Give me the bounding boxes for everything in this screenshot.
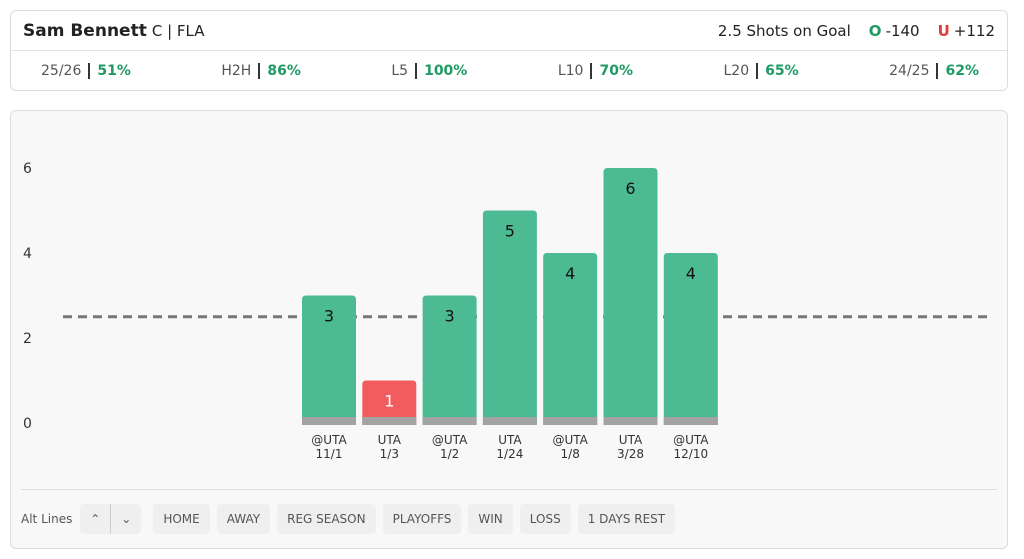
stat-label: H2H: [221, 62, 252, 79]
x-tick-label: UTA: [498, 433, 522, 447]
chart: 02463@UTA11/11UTA1/33@UTA1/25UTA1/244@UT…: [23, 161, 991, 461]
filter-button[interactable]: AWAY: [216, 504, 271, 534]
bar-value-label: 1: [384, 392, 394, 411]
filter-button[interactable]: REG SEASON: [277, 504, 376, 534]
stat-label: 24/25: [889, 62, 930, 79]
bar-value-label: 3: [445, 307, 455, 326]
bar: [543, 253, 598, 425]
x-tick-label: @UTA: [553, 433, 589, 447]
stats: 25/26 51% H2H 86% L5 100% L10 70% L20 65% 24/25 62%: [11, 51, 1007, 90]
x-tick-date: 1/2: [440, 447, 459, 461]
stat: 24/25 62%: [889, 62, 979, 79]
bar-value-label: 6: [625, 179, 635, 198]
over-odds[interactable]: -140: [885, 21, 920, 40]
stat: L5 100%: [391, 62, 468, 79]
x-tick-date: 12/10: [674, 447, 709, 461]
bar: [362, 380, 417, 425]
header-card: Sam Bennett C | FLA 2.5 Shots on Goal O …: [10, 10, 1008, 91]
stat: 25/26 51%: [41, 62, 131, 79]
stat: L10 70%: [557, 62, 633, 79]
stat-value: 100%: [415, 62, 468, 79]
x-tick-date: 11/1: [316, 447, 343, 461]
filter-button[interactable]: PLAYOFFS: [382, 504, 462, 534]
filter-button[interactable]: HOME: [153, 504, 210, 534]
x-tick-label: UTA: [619, 433, 643, 447]
stat-value: 62%: [936, 62, 979, 79]
footer: Alt Lines ⌃ ⌄ HOME AWAY REG SEASON PLAYOFFS…: [21, 489, 997, 548]
player-name: Sam Bennett: [23, 20, 147, 41]
stat-label: L20: [723, 62, 750, 79]
bar-base: [362, 417, 417, 425]
bar: [603, 168, 658, 425]
bar-base: [663, 417, 718, 425]
bar-base: [482, 417, 537, 425]
stat: L20 65%: [723, 62, 799, 79]
stat-label: 25/26: [41, 62, 82, 79]
team: C | FLA: [151, 21, 205, 40]
prop: 2.5 Shots on Goal: [717, 21, 851, 40]
chart-card: 0 2 4 6 3 @UTA 11/1 1 UTA 1/3 3 @UTA 1/2 5 UTA 1/24 4 @UT…: [10, 110, 1008, 549]
bar: [663, 253, 718, 425]
stat-value: 51%: [88, 62, 131, 79]
filters: HOME AWAY REG SEASON PLAYOFFS WIN LOSS 1 DAYS …: [153, 504, 682, 534]
y-tick-label: 4: [23, 246, 32, 262]
stat-label: L10: [557, 62, 584, 79]
bar-base: [603, 417, 658, 425]
alt-lines-label: Alt Lines: [21, 512, 73, 526]
bar: [482, 210, 537, 425]
x-tick-label: @UTA: [432, 433, 468, 447]
bar-value-label: 4: [565, 264, 575, 283]
under-odds[interactable]: +112: [953, 21, 995, 40]
y-tick-label: 6: [23, 161, 32, 177]
bar: [422, 295, 477, 425]
down-button[interactable]: ⌄: [111, 504, 142, 534]
y-tick-label: 2: [23, 331, 32, 347]
stat-value: 70%: [590, 62, 633, 79]
bar-base: [543, 417, 598, 425]
filter-button[interactable]: 1 DAYS REST: [577, 504, 676, 534]
x-tick-date: 1/24: [496, 447, 523, 461]
bar: [302, 295, 356, 425]
stat: H2H 86%: [221, 62, 301, 79]
x-tick-label: @UTA: [673, 433, 709, 447]
stat-value: 65%: [756, 62, 799, 79]
x-tick-date: 1/8: [561, 447, 580, 461]
over-label: O: [868, 21, 882, 40]
x-tick-label: @UTA: [311, 433, 347, 447]
stat-label: L5: [391, 62, 409, 79]
bar-base: [422, 417, 477, 425]
bar-value-label: 3: [324, 307, 334, 326]
bar-value-label: 5: [505, 222, 515, 241]
header: Sam Bennett C | FLA 2.5 Shots on Goal O …: [11, 11, 1007, 51]
under-label: U: [937, 21, 950, 40]
y-tick-label: 0: [23, 416, 32, 432]
filter-button[interactable]: LOSS: [519, 504, 571, 534]
bar-base: [302, 417, 356, 425]
x-tick-date: 1/3: [380, 447, 399, 461]
filter-button[interactable]: WIN: [468, 504, 513, 534]
x-tick-label: UTA: [378, 433, 402, 447]
x-tick-date: 3/28: [617, 447, 644, 461]
stat-value: 86%: [258, 62, 301, 79]
bar-value-label: 4: [686, 264, 696, 283]
up-button[interactable]: ⌃: [80, 504, 112, 534]
